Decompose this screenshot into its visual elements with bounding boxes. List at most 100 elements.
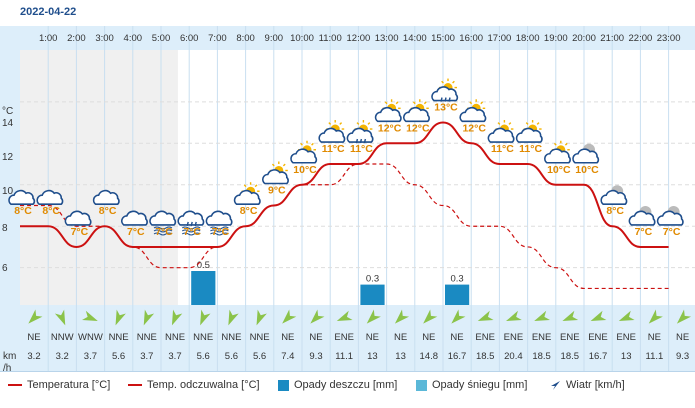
wind-direction: ENE (334, 332, 354, 343)
cloud-icon (121, 210, 148, 226)
wind-arrow-shape (256, 309, 267, 326)
fog-line (181, 229, 201, 233)
rain-label: 0.5 (197, 260, 210, 271)
legend-divider (0, 371, 695, 372)
legend-wind-label: Wiatr [km/h] (566, 379, 625, 391)
wind-arrow-shape (28, 309, 43, 324)
wind-arrow-shape (394, 309, 410, 324)
cloud-shape (233, 189, 261, 206)
wind-unit: km/h (3, 351, 17, 374)
sun-ray (367, 122, 371, 125)
sun-ray (412, 101, 416, 105)
fog-line (210, 232, 229, 236)
wind-speed: 5.6 (197, 351, 210, 362)
wind-direction: ENE (588, 332, 608, 343)
wind-direction: ENE (616, 332, 636, 343)
cloud-shape (374, 106, 402, 123)
fog-line (181, 226, 201, 230)
wind-arrow-shape (228, 309, 239, 326)
legend-wind: Wiatr [km/h] (550, 374, 625, 396)
hour-label: 2:00 (67, 33, 86, 44)
hour-label: 17:00 (488, 33, 512, 44)
rain-drop (444, 97, 447, 102)
sun-ray (395, 101, 399, 105)
legend-snow-label: Opady śniegu [mm] (432, 379, 528, 391)
sun-ray (452, 80, 455, 84)
temperature-label: 11°C (519, 143, 542, 155)
sun-ray (311, 142, 314, 146)
temperature-line (20, 121, 669, 248)
sun-cloud-icon (290, 140, 318, 164)
sun-cloud-icon (374, 99, 402, 123)
sun-ray (469, 101, 473, 105)
sun-ray (243, 184, 247, 188)
legend-feels-like-label: Temp. odczuwalna [°C] (147, 379, 260, 391)
rain-label: 0.3 (450, 274, 463, 285)
wind-arrow-icon (228, 309, 239, 326)
sun-ray (328, 122, 332, 125)
legend: Temperatura [°C] Temp. odczuwalna [°C] O… (0, 374, 695, 396)
hour-label: 11:00 (319, 33, 342, 44)
sun-ray (254, 184, 258, 188)
legend-rain-label: Opady deszczu [mm] (294, 379, 398, 391)
hour-label: 1:00 (39, 33, 58, 44)
wind-direction: NE (309, 332, 322, 343)
temperature-label: 8°C (240, 205, 258, 217)
sun-cloud-icon (459, 99, 487, 123)
cloud-shape (431, 86, 459, 102)
cloud-shape (544, 148, 571, 164)
wind-direction: NE (648, 332, 661, 343)
cloud-shape (403, 106, 430, 123)
wind-speed: 13 (395, 351, 406, 362)
wind-arrow-icon (562, 310, 579, 322)
y-tick-6: 6 (2, 263, 8, 274)
temperature-label: 11°C (491, 143, 514, 155)
legend-snow-swatch (416, 379, 427, 391)
wind-arrow-icon (506, 310, 522, 322)
sun-cloud-icon (262, 161, 289, 185)
wind-direction: NNW (51, 332, 74, 343)
wind-arrow-shape (310, 309, 325, 324)
hour-label: 5:00 (152, 33, 171, 44)
cloud-icon (92, 189, 120, 206)
wind-speed: 3.2 (56, 351, 69, 362)
wind-direction: NNE (109, 332, 129, 343)
sun-ray (339, 122, 343, 125)
sun-ray (536, 122, 540, 125)
night-shade (20, 50, 178, 305)
rain-drop (194, 221, 197, 227)
cloud-shape (205, 210, 233, 226)
wind-speed: 9.3 (676, 351, 689, 362)
sun-cloud-icon (487, 120, 515, 143)
wind-arrow-icon (28, 309, 43, 324)
wind-arrow-icon (648, 309, 663, 324)
wind-arrow-icon (534, 310, 550, 322)
wind-arrow-shape (54, 309, 66, 326)
wind-speed: 7.4 (281, 351, 294, 362)
date-label: 2022-04-22 (20, 6, 77, 18)
sun-ray (282, 163, 286, 167)
cloud-shape (8, 189, 36, 206)
cloud-icon (36, 189, 64, 206)
temperature-label: 8°C (14, 205, 32, 217)
wind-arrow-shape (618, 310, 635, 322)
wind-speed: 3.7 (140, 351, 153, 362)
wind-speed: 16.7 (589, 351, 608, 362)
wind-arrow-icon (310, 309, 325, 324)
wind-arrow-shape (82, 310, 98, 322)
wind-arrow-icon (200, 309, 211, 326)
fog-line (153, 226, 173, 230)
wind-direction: NE (27, 332, 40, 343)
wind-arrow-icon (477, 310, 494, 322)
hour-label: 14:00 (403, 33, 427, 44)
temperature-label: 12°C (378, 122, 402, 134)
wind-arrow-icon (423, 309, 438, 324)
wind-direction: NNE (221, 332, 241, 343)
temperature-label: 8°C (606, 205, 624, 217)
wind-arrow-icon (336, 310, 353, 322)
cloud-rain-fog-icon (177, 210, 205, 236)
wind-speed: 14.8 (420, 351, 439, 362)
wind-arrow-icon (115, 309, 126, 326)
rain-drop (448, 97, 451, 102)
temperature-label: 10°C (547, 164, 571, 176)
